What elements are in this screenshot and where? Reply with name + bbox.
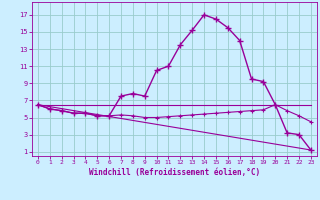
X-axis label: Windchill (Refroidissement éolien,°C): Windchill (Refroidissement éolien,°C) bbox=[89, 168, 260, 177]
